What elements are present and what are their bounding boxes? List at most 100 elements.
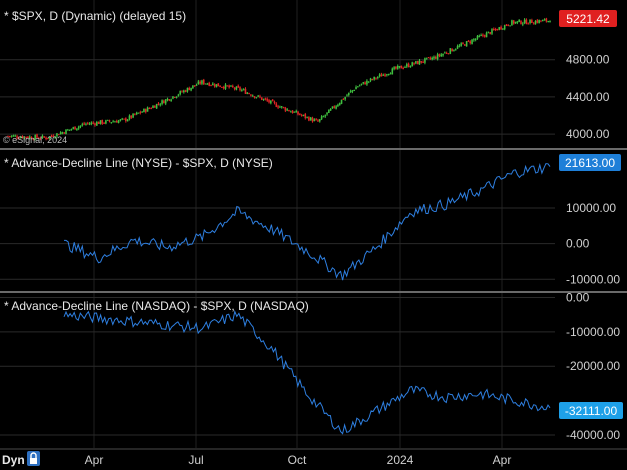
candle-body bbox=[280, 106, 283, 108]
candle-body bbox=[192, 85, 194, 89]
candle-body bbox=[61, 132, 64, 134]
candle-body bbox=[471, 39, 473, 44]
candle-body bbox=[54, 136, 56, 138]
candle-body bbox=[268, 100, 270, 103]
candle-body bbox=[32, 138, 35, 140]
watermark: © eSignal, 2024 bbox=[3, 135, 67, 145]
candle-body bbox=[45, 137, 47, 140]
candle-body bbox=[293, 111, 296, 113]
candle-body bbox=[106, 119, 109, 121]
candle-body bbox=[262, 98, 265, 100]
candle-body bbox=[101, 119, 104, 124]
candle-body bbox=[241, 89, 243, 91]
candle-body bbox=[173, 96, 176, 98]
candle-body bbox=[494, 29, 497, 31]
candle-body bbox=[355, 86, 357, 90]
candle-body bbox=[97, 121, 100, 124]
candle-body bbox=[228, 85, 230, 88]
candle-body bbox=[135, 112, 138, 115]
candle-body bbox=[353, 89, 356, 91]
candle-body bbox=[547, 21, 549, 23]
candle-body bbox=[449, 48, 452, 54]
candle-body bbox=[235, 86, 238, 90]
candle-body bbox=[525, 19, 528, 25]
candle-body bbox=[509, 25, 511, 27]
candle-body bbox=[197, 81, 200, 85]
candle-body bbox=[206, 83, 209, 85]
candle-body bbox=[415, 61, 417, 64]
nyse-ad-last-value: 21613.00 bbox=[565, 156, 615, 170]
candle-body bbox=[70, 129, 73, 131]
candle-body bbox=[242, 89, 245, 91]
candle-body bbox=[445, 53, 448, 55]
nyse-ad-panel[interactable]: * Advance-Decline Line (NYSE) - $SPX, D … bbox=[0, 154, 621, 286]
candle-body bbox=[277, 106, 279, 108]
candle-body bbox=[389, 73, 392, 75]
candle-body bbox=[204, 83, 207, 85]
candle-body bbox=[47, 138, 49, 140]
candle-body bbox=[144, 109, 147, 112]
candle-body bbox=[126, 119, 129, 122]
candle-body bbox=[286, 109, 288, 111]
candle-body bbox=[90, 122, 93, 124]
candle-body bbox=[369, 78, 372, 81]
candle-body bbox=[384, 74, 386, 76]
candle-body bbox=[79, 125, 82, 127]
candle-body bbox=[10, 135, 13, 137]
candle-body bbox=[324, 115, 327, 117]
candle-body bbox=[115, 121, 118, 123]
candle-body bbox=[255, 97, 258, 99]
candle-body bbox=[516, 21, 519, 23]
candle-body bbox=[288, 109, 290, 112]
candle-body bbox=[317, 120, 319, 122]
candle-body bbox=[86, 122, 89, 124]
candle-body bbox=[465, 41, 468, 47]
candle-body bbox=[181, 91, 183, 93]
candle-body bbox=[393, 67, 395, 69]
candle-body bbox=[244, 88, 247, 94]
y-tick-label: 0.00 bbox=[566, 290, 590, 304]
candle-body bbox=[391, 68, 394, 75]
price-panel[interactable]: * $SPX, D (Dynamic) (delayed 15) © eSign… bbox=[0, 9, 617, 145]
candle-body bbox=[85, 123, 87, 125]
candle-body bbox=[291, 110, 294, 114]
lock-icon[interactable] bbox=[27, 451, 40, 466]
candle-body bbox=[299, 113, 301, 116]
candle-body bbox=[21, 136, 24, 139]
candle-body bbox=[480, 34, 482, 36]
candle-body bbox=[14, 135, 17, 137]
nasdaq-ad-panel[interactable]: * Advance-Decline Line (NASDAQ) - $SPX, … bbox=[0, 290, 623, 442]
candle-body bbox=[338, 103, 341, 106]
y-tick-label: 4400.00 bbox=[566, 90, 610, 104]
candle-body bbox=[199, 81, 201, 84]
candle-body bbox=[18, 137, 20, 139]
candle-body bbox=[125, 118, 127, 122]
candle-body bbox=[360, 83, 363, 85]
candle-body bbox=[375, 77, 377, 79]
candle-body bbox=[453, 50, 455, 52]
candle-body bbox=[259, 96, 261, 98]
candle-body bbox=[250, 94, 252, 96]
candle-body bbox=[279, 106, 281, 108]
candle-body bbox=[226, 85, 229, 87]
candle-body bbox=[405, 64, 408, 67]
nasdaq-ad-panel-title: * Advance-Decline Line (NASDAQ) - $SPX, … bbox=[4, 299, 309, 313]
candle-body bbox=[275, 103, 278, 107]
candle-body bbox=[444, 52, 446, 54]
y-tick-label: 10000.00 bbox=[566, 201, 616, 215]
nasdaq-ad-last-badge-bg bbox=[559, 402, 623, 419]
candle-body bbox=[545, 18, 548, 22]
candle-body bbox=[404, 66, 406, 68]
candle-body bbox=[442, 53, 444, 56]
candle-body bbox=[425, 57, 428, 59]
candle-body bbox=[141, 111, 143, 113]
candle-body bbox=[170, 99, 172, 101]
candle-body bbox=[139, 111, 142, 113]
dynamic-mode-label[interactable]: Dyn bbox=[2, 453, 25, 467]
candle-body bbox=[219, 86, 221, 88]
candle-body bbox=[161, 100, 163, 104]
y-tick-label: -20000.00 bbox=[566, 359, 620, 373]
time-axis[interactable]: Dyn Apr Jul Oct 2024 Apr bbox=[0, 448, 627, 467]
candle-body bbox=[289, 111, 292, 113]
